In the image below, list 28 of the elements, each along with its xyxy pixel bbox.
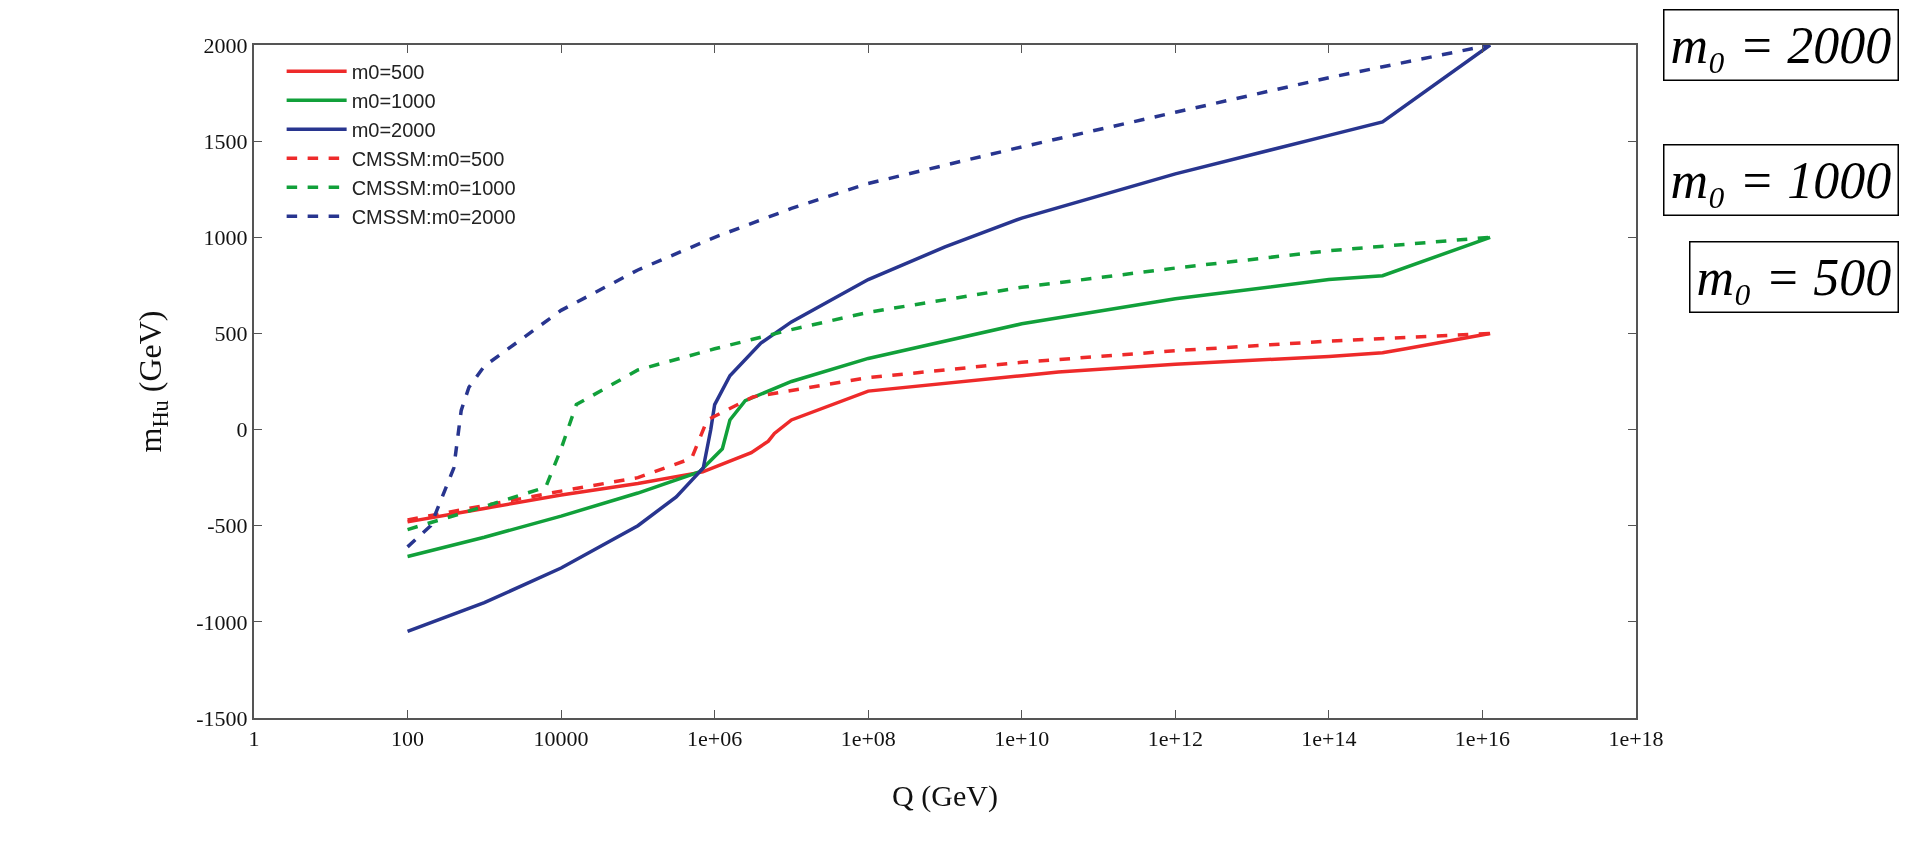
y-tick-label: -1500 (196, 705, 248, 731)
text: m₀ = 500 (1696, 248, 1892, 306)
x-tick-label: 1e+12 (1147, 726, 1203, 752)
y-tick-label: -500 (207, 513, 248, 539)
x-tick-label: 1e+06 (687, 726, 743, 752)
legend-label: m0=500 (351, 61, 425, 84)
legend-label: CMSSM:m0=500 (351, 148, 505, 171)
x-tick-label: 1e+08 (840, 726, 896, 752)
x-tick-label: 1e+10 (994, 726, 1050, 752)
legend-label: m0=2000 (351, 119, 436, 142)
x-tick-label: 1e+18 (1608, 726, 1664, 752)
legend-label: CMSSM:m0=2000 (351, 206, 516, 229)
text: m₀ = 1000 (1670, 151, 1892, 209)
x-tick-label: 100 (391, 726, 425, 752)
x-tick-label: 10000 (533, 726, 589, 752)
y-tick-label: 1000 (203, 224, 248, 250)
x-tick-label: 1e+16 (1454, 726, 1511, 752)
y-tick-label: 500 (214, 321, 248, 347)
y-tick-label: 0 (236, 417, 248, 443)
y-tick-label: -1000 (196, 609, 248, 635)
text: m₀ = 2000 (1670, 16, 1892, 74)
x-axis-title: Q (GeV) (892, 779, 998, 814)
x-tick-label: 1e+14 (1301, 726, 1357, 752)
legend-label: m0=1000 (351, 90, 436, 113)
y-tick-label: 2000 (203, 32, 248, 58)
x-tick-label: 1 (248, 726, 260, 752)
legend-label: CMSSM:m0=1000 (351, 177, 516, 200)
y-tick-label: 1500 (203, 128, 248, 154)
